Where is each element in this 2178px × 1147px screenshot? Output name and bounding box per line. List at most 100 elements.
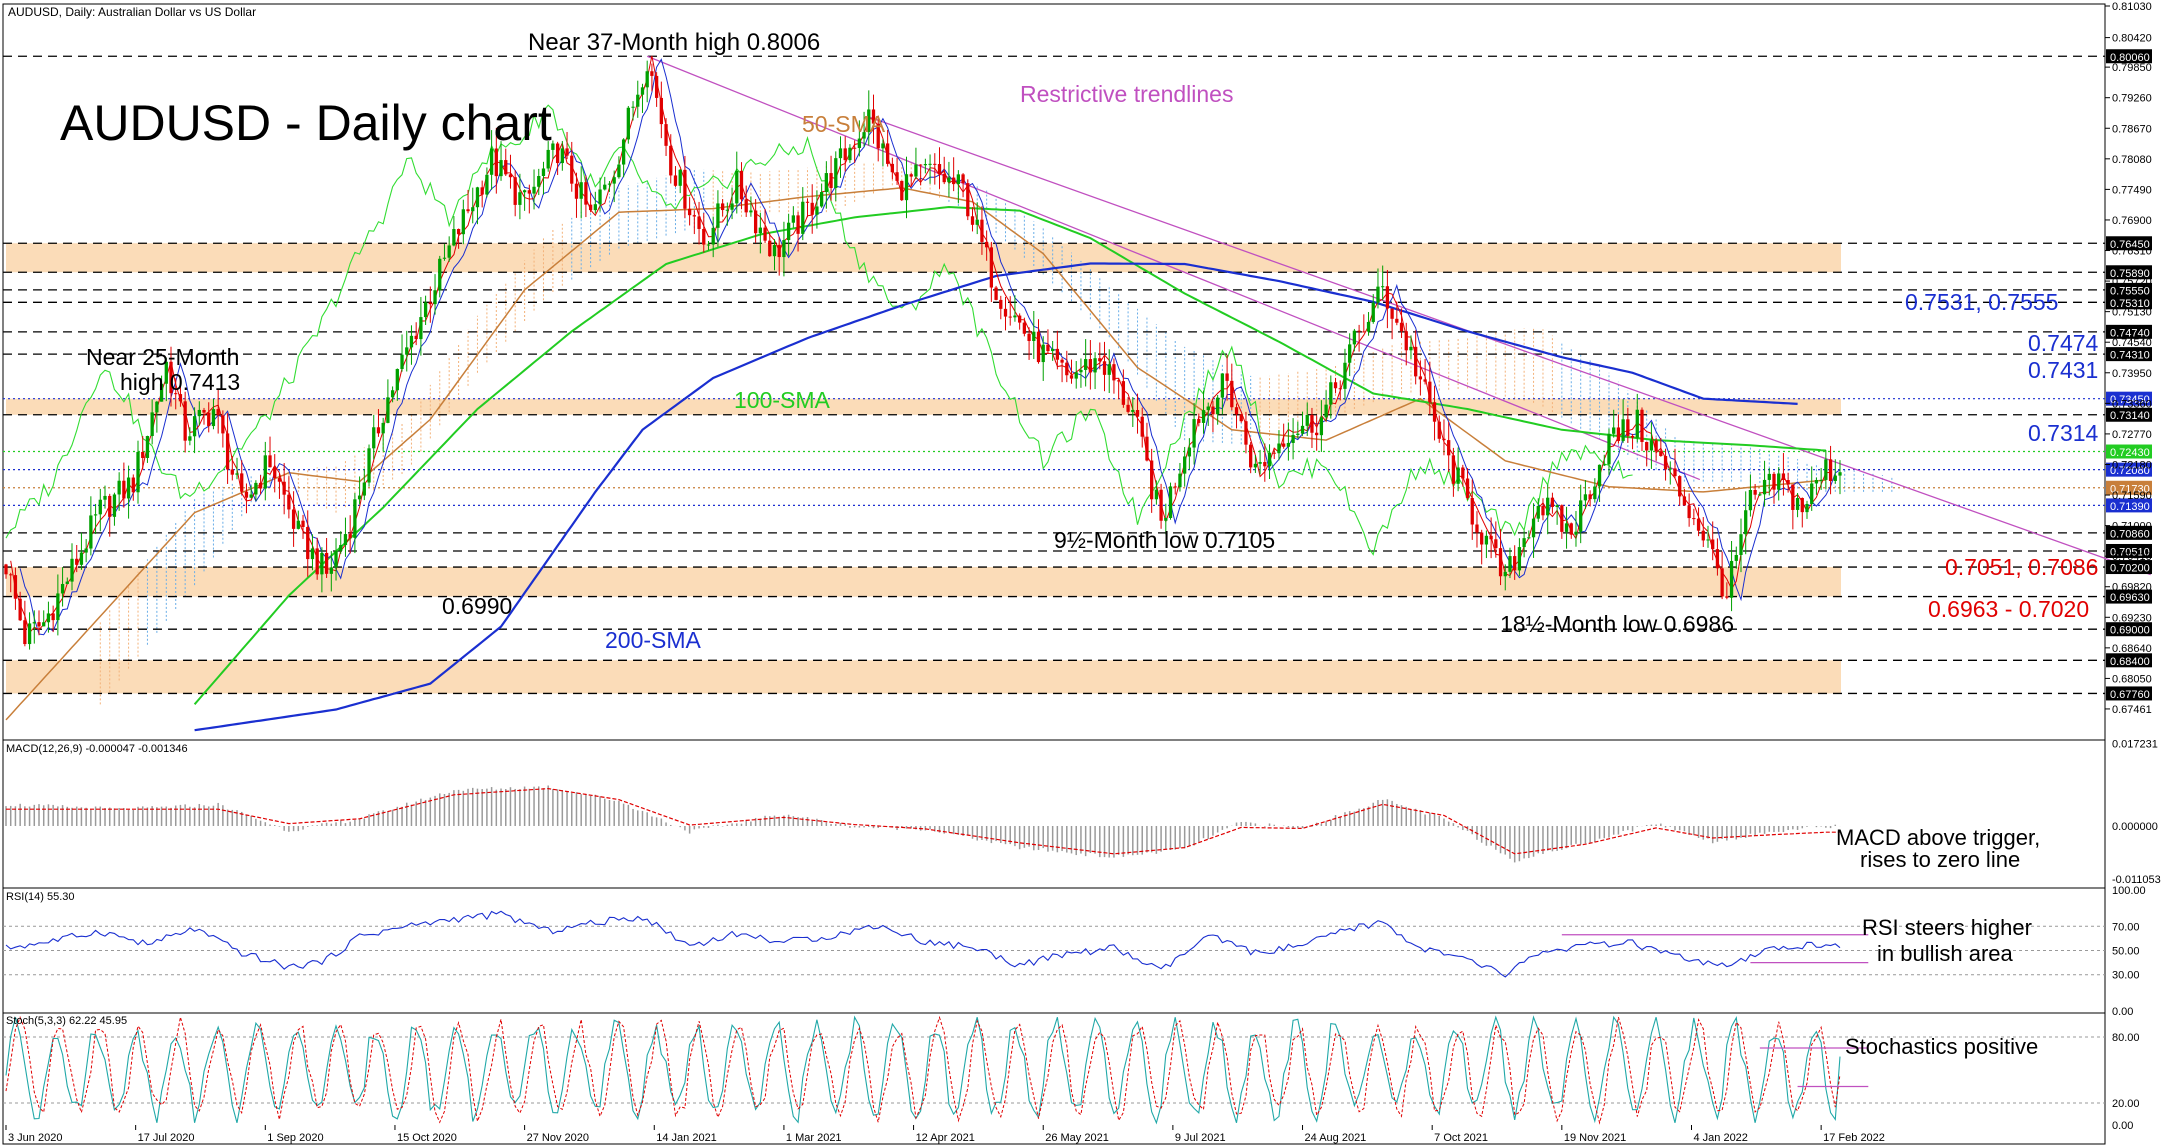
- candle-body: [343, 534, 348, 546]
- candle-body: [565, 148, 569, 156]
- macd-comment-line2: rises to zero line: [1860, 847, 2020, 872]
- macd-title: MACD(12,26,9) -0.000047 -0.001346: [6, 743, 188, 755]
- candle-body: [1480, 532, 1484, 545]
- date-tick-label: 27 Nov 2020: [527, 1132, 589, 1144]
- candle-body: [207, 412, 211, 427]
- candle-body: [27, 623, 32, 645]
- candle-body: [1494, 539, 1498, 549]
- candle-body: [819, 192, 824, 207]
- candle-body: [1513, 556, 1517, 571]
- candle-body: [282, 481, 286, 495]
- candle-body: [1527, 537, 1531, 539]
- candle-body: [499, 160, 503, 177]
- candle-body: [555, 143, 560, 164]
- candle-body: [970, 216, 975, 225]
- candle-body: [1414, 346, 1418, 377]
- candle-body: [1390, 308, 1394, 319]
- candle-body: [1687, 505, 1691, 519]
- candle-body: [612, 177, 616, 184]
- candle-body: [1555, 505, 1559, 507]
- stoch-d-line: [5, 1015, 1841, 1125]
- candle-body: [230, 469, 234, 475]
- zone-2: [6, 567, 1841, 597]
- candle-body: [650, 71, 654, 76]
- candle-body: [1715, 549, 1720, 569]
- candle-body: [1154, 489, 1159, 500]
- candle-body: [70, 558, 74, 582]
- candle-body: [1244, 421, 1248, 445]
- date-tick-label: 3 Jun 2020: [8, 1132, 62, 1144]
- annotation-low-0990: 0.6990: [442, 593, 512, 619]
- candle-body: [560, 148, 564, 164]
- price-tick-label: 0.78080: [2112, 154, 2152, 166]
- macd-comment-line1: MACD above trigger,: [1836, 825, 2040, 850]
- candle-body: [1489, 535, 1493, 540]
- price-tick-label: 0.74540: [2112, 337, 2152, 349]
- candle-body: [617, 164, 621, 178]
- candle-body: [419, 317, 423, 340]
- candle-body: [1621, 419, 1625, 441]
- candle-body: [414, 335, 418, 340]
- candle-body: [442, 257, 447, 259]
- candle-body: [1135, 410, 1140, 417]
- candle-body: [645, 71, 649, 88]
- price-tick-label: 0.70410: [2112, 551, 2152, 563]
- candle-body: [706, 244, 711, 246]
- level-tag-bg-19: [2106, 686, 2152, 701]
- candle-body: [947, 177, 951, 183]
- candle-body: [621, 139, 626, 165]
- level-tag-bg-5: [2106, 324, 2152, 339]
- candle-body: [221, 415, 225, 434]
- candle-body: [390, 390, 395, 398]
- candle-body: [1800, 498, 1804, 513]
- candle-body: [1470, 498, 1474, 525]
- candle-body: [1744, 510, 1748, 535]
- candle-body: [716, 203, 720, 228]
- level-tag-bg-4: [2106, 295, 2152, 310]
- candle-body: [1121, 381, 1126, 405]
- annotation-37-month-high: Near 37-Month high 0.8006: [528, 29, 820, 56]
- candle-body: [93, 514, 98, 516]
- candle-body: [75, 558, 79, 565]
- candle-body: [1065, 362, 1069, 376]
- candle-body: [367, 448, 371, 483]
- candle-body: [1098, 358, 1102, 362]
- candle-body: [1612, 427, 1616, 434]
- candle-body: [777, 245, 781, 258]
- candle-body: [1239, 414, 1243, 422]
- candle-body: [796, 215, 800, 234]
- resistance-label-7431: 0.7431: [2028, 357, 2098, 383]
- candle-body: [1649, 440, 1654, 451]
- candle-body: [1626, 419, 1630, 436]
- candle-body: [1824, 459, 1828, 480]
- candle-body: [885, 143, 890, 164]
- candle-body: [103, 495, 107, 500]
- level-tag-bg-13: [2106, 525, 2152, 540]
- level-tag-bg-0: [2106, 49, 2152, 64]
- candle-body: [1781, 473, 1786, 481]
- resistance-label-7474: 0.7474: [2028, 330, 2099, 356]
- price-tick-label: 0.68050: [2112, 673, 2152, 685]
- candle-body: [504, 160, 508, 175]
- candle-body: [1216, 397, 1220, 415]
- level-tag-bg-2: [2106, 265, 2152, 280]
- candle-body: [1550, 497, 1555, 507]
- candle-body: [1333, 382, 1338, 389]
- candle-body: [900, 180, 904, 201]
- candle-body: [1164, 518, 1168, 521]
- candle-body: [1008, 316, 1012, 318]
- candle-body: [923, 164, 928, 166]
- candle-body: [673, 175, 678, 186]
- candle-body: [1319, 417, 1324, 436]
- candle-body: [1531, 518, 1536, 538]
- candle-body: [1645, 441, 1649, 451]
- candle-body: [1348, 344, 1352, 363]
- candle-body: [1286, 442, 1291, 447]
- candle-body: [593, 204, 597, 211]
- level-tag-bg-17: [2106, 622, 2152, 637]
- candle-body: [1654, 440, 1658, 452]
- price-tick-label: 0.79260: [2112, 93, 2152, 105]
- candle-body: [1357, 330, 1361, 332]
- support-label-6963-7020: 0.6963 - 0.7020: [1928, 596, 2089, 622]
- candle-body: [329, 567, 333, 574]
